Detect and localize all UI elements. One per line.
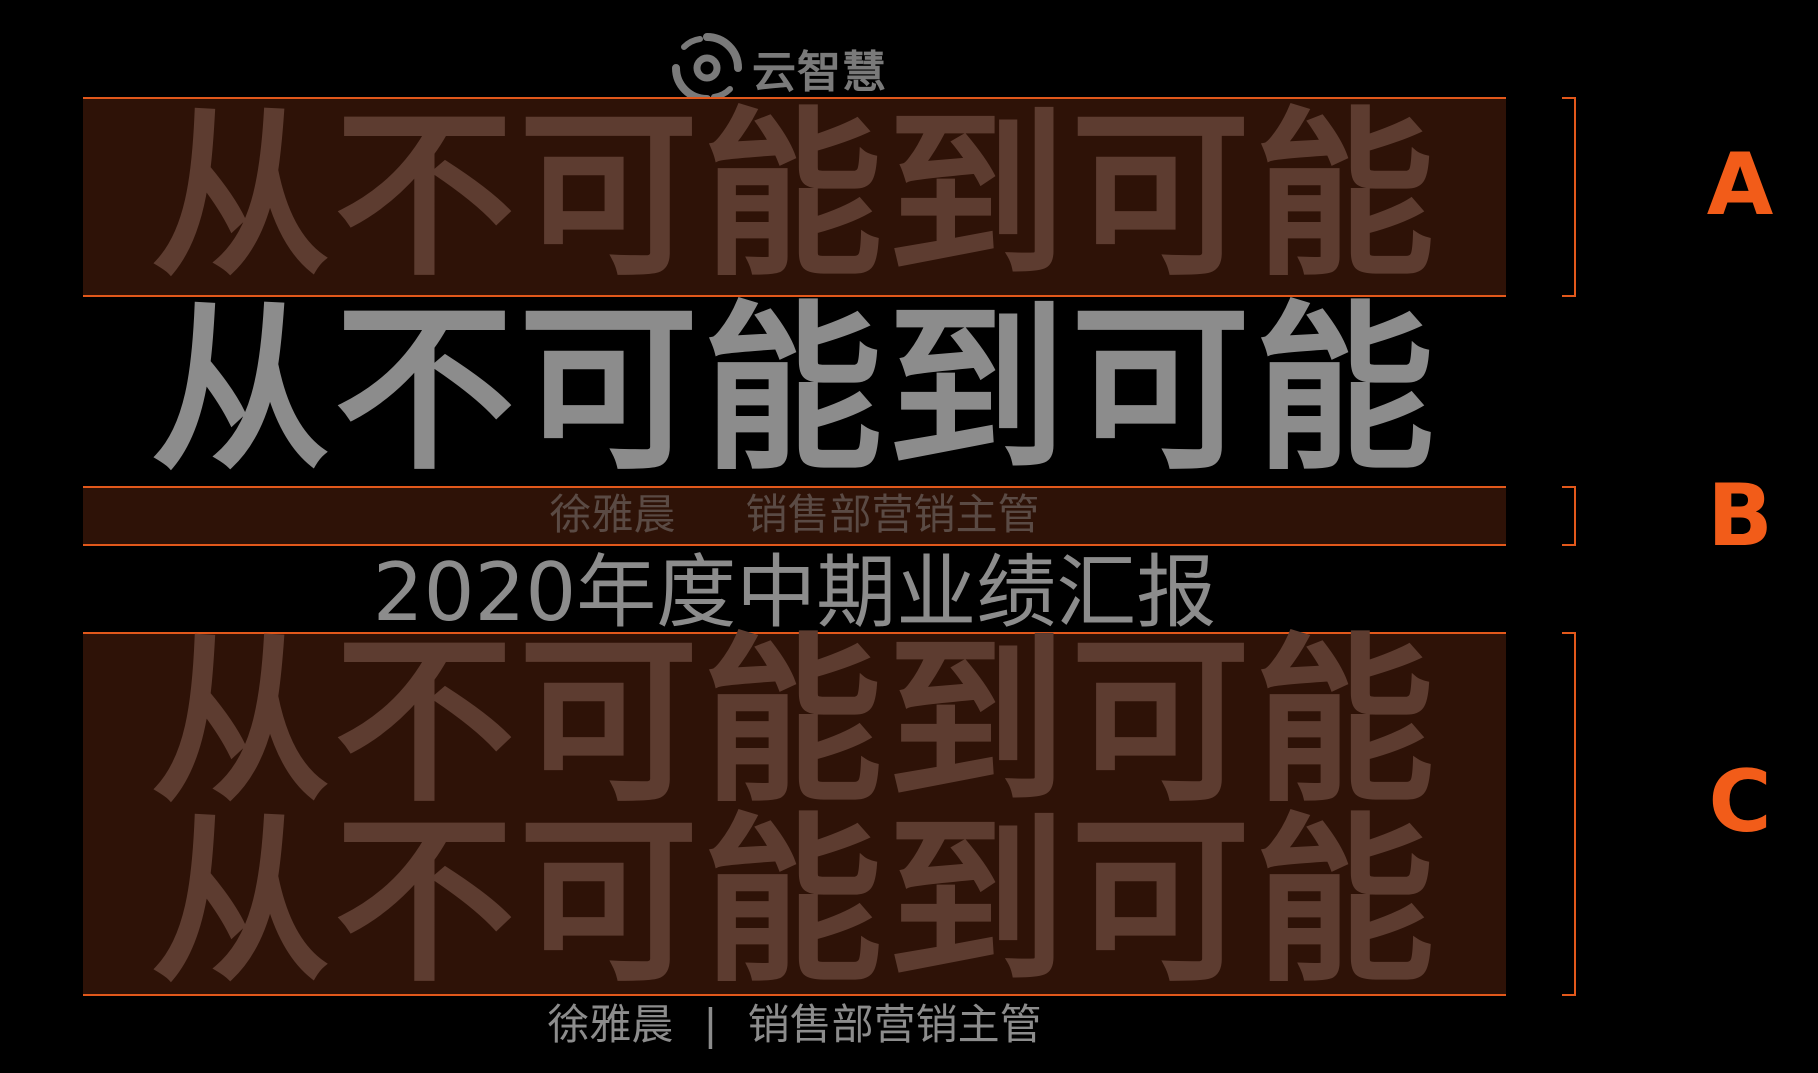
byline-bottom: 徐雅晨 | 销售部营销主管 bbox=[83, 1000, 1506, 1050]
label-c: C bbox=[1708, 752, 1772, 852]
logo-text: 云智慧 bbox=[752, 47, 887, 98]
label-a: A bbox=[1706, 135, 1774, 235]
headline-c2-faded: 从不可能到可能 bbox=[150, 798, 1439, 1007]
band-c bbox=[83, 632, 1506, 996]
presenter-title: 销售部营销主管 bbox=[747, 1000, 1042, 1049]
headline-c1-faded: 从不可能到可能 bbox=[150, 618, 1439, 827]
subtitle: 2020年度中期业绩汇报 bbox=[372, 546, 1217, 639]
presenter-name: 徐雅晨 bbox=[549, 490, 676, 539]
presenter-title: 销售部营销主管 bbox=[745, 490, 1040, 539]
bracket-b bbox=[1562, 486, 1576, 546]
byline-b-faded: 徐雅晨 销售部营销主管 bbox=[83, 490, 1506, 540]
byline-separator: | bbox=[703, 1000, 718, 1049]
logo: 云智慧 bbox=[670, 30, 887, 106]
bracket-a bbox=[1562, 97, 1576, 297]
presenter-name: 徐雅晨 bbox=[547, 1000, 674, 1049]
bracket-c bbox=[1562, 632, 1576, 996]
band-b bbox=[83, 486, 1506, 546]
headline-main: 从不可能到可能 bbox=[150, 286, 1439, 495]
headline-a-faded: 从不可能到可能 bbox=[150, 92, 1439, 301]
label-b: B bbox=[1707, 466, 1773, 566]
band-a bbox=[83, 97, 1506, 297]
